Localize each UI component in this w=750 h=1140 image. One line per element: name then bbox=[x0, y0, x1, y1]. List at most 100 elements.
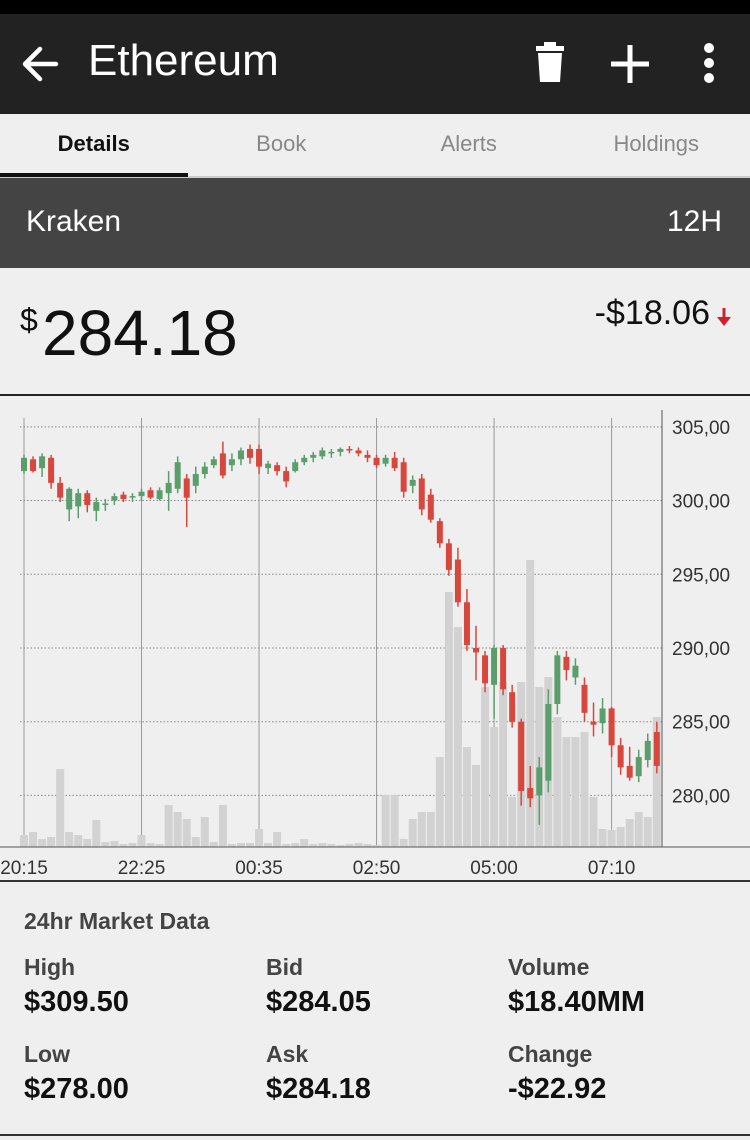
candle-body bbox=[301, 457, 308, 463]
candle-body bbox=[608, 708, 615, 746]
volume-bar bbox=[336, 845, 345, 847]
currency-symbol: $ bbox=[20, 302, 38, 338]
volume-bar bbox=[83, 839, 92, 847]
volume-bar bbox=[128, 843, 137, 847]
y-tick-label: 285,00 bbox=[672, 713, 730, 734]
interval[interactable]: 12H bbox=[666, 205, 722, 238]
volume-bar bbox=[408, 819, 417, 847]
header: Ethereum bbox=[0, 14, 750, 114]
volume-bar bbox=[137, 835, 146, 847]
menu-button[interactable] bbox=[700, 42, 718, 88]
candle-body bbox=[165, 482, 172, 494]
volume-bar bbox=[38, 839, 47, 847]
volume-bar bbox=[625, 819, 634, 847]
data-label: High bbox=[24, 954, 76, 980]
delete-button[interactable] bbox=[533, 42, 567, 84]
volume-bar bbox=[553, 717, 562, 847]
volume-bar bbox=[29, 832, 38, 847]
down-arrow bbox=[717, 308, 731, 326]
candle-body bbox=[518, 721, 525, 791]
volume-bar bbox=[354, 843, 363, 847]
candle-body bbox=[572, 665, 579, 678]
volume-bar bbox=[246, 843, 254, 847]
volume-bar bbox=[282, 844, 291, 847]
y-tick-label: 295,00 bbox=[672, 565, 730, 586]
volume-bar bbox=[236, 843, 245, 847]
x-tick-label: 20:15 bbox=[0, 858, 48, 879]
market-data: 24hr Market Data High $309.50 Bid $284.05 Vo… bbox=[0, 880, 750, 1136]
volume-bar bbox=[209, 842, 218, 847]
candle-body bbox=[66, 488, 73, 510]
candle-body bbox=[48, 457, 55, 483]
candle-body bbox=[256, 448, 263, 467]
x-tick-label: 05:00 bbox=[470, 858, 518, 879]
data-label: Low bbox=[24, 1041, 70, 1067]
candle-body bbox=[21, 457, 27, 472]
volume-bar bbox=[372, 845, 381, 847]
volume-bar bbox=[652, 717, 661, 847]
add-button[interactable] bbox=[608, 42, 652, 86]
y-tick-label: 305,00 bbox=[672, 418, 730, 439]
exchange-bar: Kraken 12H bbox=[0, 178, 750, 268]
y-tick-label: 280,00 bbox=[672, 786, 730, 807]
volume-bar bbox=[499, 682, 508, 847]
candle-body bbox=[436, 521, 443, 544]
volume-bar bbox=[462, 747, 471, 847]
candle-body bbox=[373, 457, 380, 466]
candle-body bbox=[635, 757, 642, 777]
candle-body bbox=[39, 456, 46, 469]
section-title: 24hr Market Data bbox=[24, 908, 210, 934]
x-tick-label: 02:50 bbox=[353, 858, 401, 879]
tab[interactable]: Alerts bbox=[440, 131, 497, 156]
candle-body bbox=[418, 478, 425, 510]
candle-body bbox=[228, 459, 235, 466]
candle-body bbox=[409, 479, 416, 486]
candle-body bbox=[183, 478, 190, 498]
back-button[interactable] bbox=[20, 44, 62, 84]
volume-bar bbox=[56, 769, 65, 847]
volume-bar bbox=[300, 839, 309, 847]
candle-body bbox=[174, 462, 181, 489]
volume-bar bbox=[255, 829, 264, 847]
exchange-name[interactable]: Kraken bbox=[26, 205, 122, 238]
data-value: $18.40MM bbox=[508, 986, 646, 1018]
y-tick-label: 290,00 bbox=[672, 639, 730, 660]
candle-body bbox=[355, 450, 362, 454]
volume-bar bbox=[634, 812, 643, 847]
candle-body bbox=[653, 732, 660, 766]
tab[interactable]: Holdings bbox=[613, 131, 700, 156]
price-row: $ 284.18 -$18.06 bbox=[0, 268, 750, 396]
tab[interactable]: Book bbox=[256, 131, 307, 156]
candle-body bbox=[247, 448, 253, 458]
candle-body bbox=[147, 490, 154, 498]
candle-body bbox=[454, 559, 461, 603]
candle-body bbox=[328, 451, 335, 454]
volume-bar bbox=[508, 797, 517, 847]
tab[interactable]: Details bbox=[0, 114, 188, 177]
candle-body bbox=[283, 471, 290, 482]
volume-bar bbox=[616, 827, 625, 847]
candle-body bbox=[536, 767, 543, 796]
volume-bar bbox=[607, 830, 616, 847]
candle-body bbox=[237, 450, 244, 460]
data-label: Change bbox=[508, 1041, 593, 1067]
candle-body bbox=[292, 462, 299, 472]
volume-bar bbox=[119, 844, 128, 847]
candle-body bbox=[364, 454, 371, 458]
x-tick-label: 00:35 bbox=[235, 858, 283, 879]
candle-body bbox=[129, 496, 136, 498]
data-label: Ask bbox=[266, 1041, 309, 1067]
candle-body bbox=[500, 647, 507, 690]
volume-bar bbox=[453, 627, 462, 847]
status-bar bbox=[0, 0, 750, 14]
candle-body bbox=[473, 647, 479, 653]
data-value: $309.50 bbox=[24, 986, 129, 1018]
candle-body bbox=[201, 466, 208, 475]
candle-body bbox=[219, 453, 226, 476]
volume-bar bbox=[526, 560, 535, 847]
candle-body bbox=[626, 765, 633, 778]
candle-body bbox=[463, 602, 470, 646]
volume-bar bbox=[309, 844, 318, 847]
volume-bar bbox=[481, 687, 490, 847]
candle-body bbox=[75, 493, 82, 507]
